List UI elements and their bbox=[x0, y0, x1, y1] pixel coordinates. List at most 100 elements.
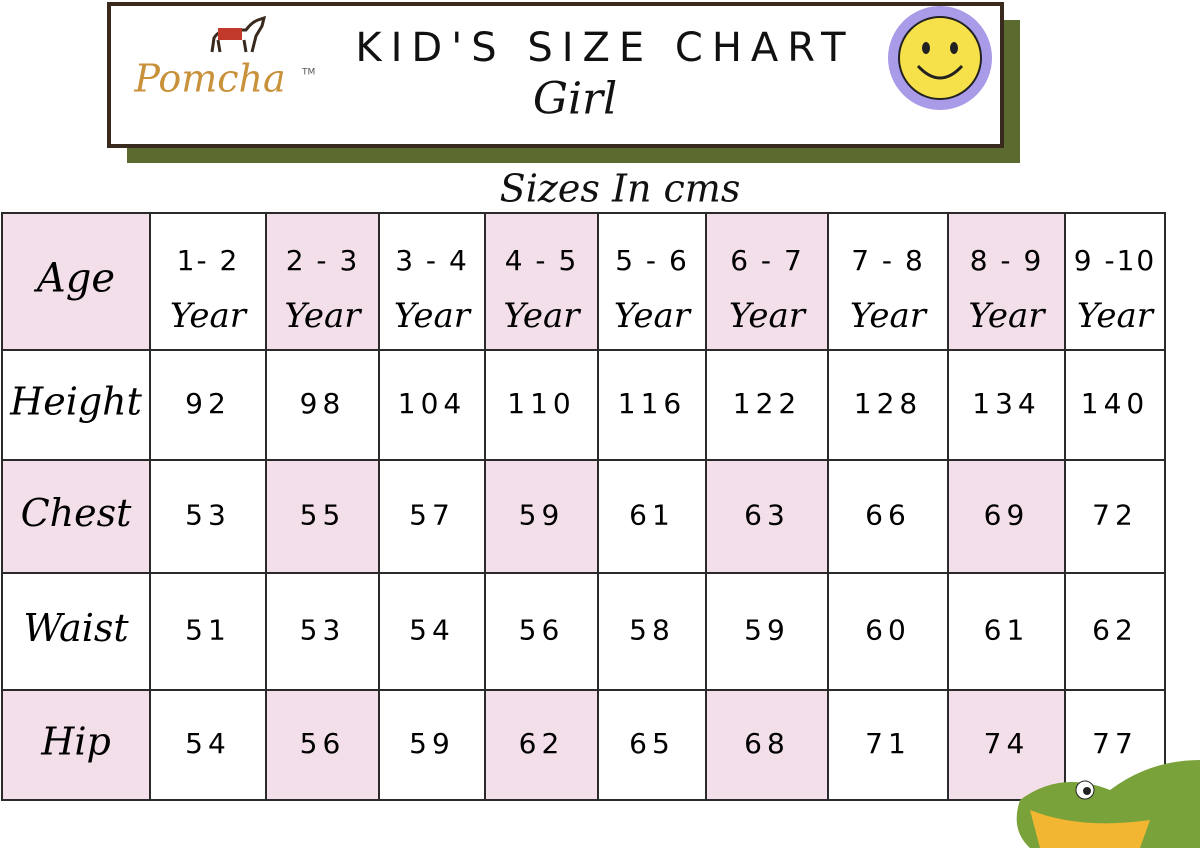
cell bbox=[484, 349, 599, 461]
cell-value: 116 bbox=[618, 387, 686, 420]
cell-value: 60 bbox=[865, 614, 911, 647]
cell bbox=[378, 212, 486, 351]
cell-value: 77 bbox=[1092, 727, 1138, 760]
column-range: 8 - 9 bbox=[970, 244, 1044, 277]
cell-value: 140 bbox=[1081, 387, 1149, 420]
cell bbox=[827, 459, 949, 574]
column-range: 3 - 4 bbox=[395, 244, 469, 277]
cell bbox=[597, 349, 707, 461]
cell-value: 56 bbox=[519, 614, 565, 647]
column-range: 2 - 3 bbox=[286, 244, 360, 277]
cell-value: 69 bbox=[984, 499, 1030, 532]
cell-value: 62 bbox=[1092, 614, 1138, 647]
column-range: 5 - 6 bbox=[615, 244, 689, 277]
cell bbox=[705, 689, 829, 801]
row-label: Chest bbox=[21, 491, 133, 535]
column-unit: Year bbox=[503, 296, 581, 336]
cell-value: 55 bbox=[300, 499, 346, 532]
cell bbox=[1064, 212, 1166, 351]
size-table: Age 1- 2 Year 2 - 3 Year 3 - 4 Year 4 - 5 Year 5 … bbox=[1, 212, 1166, 801]
column-unit: Year bbox=[284, 296, 362, 336]
cell-value: 57 bbox=[409, 499, 455, 532]
column-unit: Year bbox=[968, 296, 1046, 336]
camel-saddle bbox=[218, 28, 242, 40]
cell bbox=[1, 212, 151, 351]
cell-value: 59 bbox=[744, 614, 790, 647]
subtitle: Girl bbox=[533, 74, 617, 125]
cell-value: 65 bbox=[629, 727, 675, 760]
cell bbox=[827, 689, 949, 801]
column-unit: Year bbox=[394, 296, 472, 336]
cell-value: 68 bbox=[744, 727, 790, 760]
cell-value: 66 bbox=[865, 499, 911, 532]
column-unit: Year bbox=[614, 296, 692, 336]
cell bbox=[378, 349, 486, 461]
cell bbox=[947, 689, 1066, 801]
cell bbox=[484, 459, 599, 574]
cell-value: 122 bbox=[733, 387, 801, 420]
cell bbox=[484, 689, 599, 801]
cell bbox=[484, 212, 599, 351]
cell-value: 128 bbox=[854, 387, 922, 420]
row-label: Waist bbox=[23, 606, 129, 650]
column-unit: Year bbox=[170, 296, 248, 336]
trademark: TM bbox=[301, 68, 315, 78]
cell bbox=[378, 459, 486, 574]
cell-value: 98 bbox=[300, 387, 346, 420]
cell-value: 59 bbox=[409, 727, 455, 760]
cell bbox=[265, 572, 380, 691]
cell-value: 53 bbox=[300, 614, 346, 647]
cell bbox=[265, 689, 380, 801]
cell-value: 72 bbox=[1092, 499, 1138, 532]
cell-value: 61 bbox=[984, 614, 1030, 647]
cell bbox=[597, 689, 707, 801]
cell bbox=[149, 689, 267, 801]
column-unit: Year bbox=[729, 296, 807, 336]
cell-value: 74 bbox=[984, 727, 1030, 760]
column-range: 9 -10 bbox=[1074, 244, 1156, 277]
cell bbox=[149, 459, 267, 574]
column-unit: Year bbox=[1077, 296, 1155, 336]
brand: Pomcha bbox=[133, 57, 285, 101]
cell-value: 56 bbox=[300, 727, 346, 760]
row-label: Height bbox=[9, 380, 143, 424]
cell-value: 62 bbox=[519, 727, 565, 760]
cell bbox=[705, 572, 829, 691]
cell bbox=[265, 459, 380, 574]
cell-value: 61 bbox=[629, 499, 675, 532]
crocodile bbox=[1016, 760, 1200, 848]
cell-value: 110 bbox=[507, 387, 575, 420]
cell bbox=[705, 459, 829, 574]
cell bbox=[1, 689, 151, 801]
cell-value: 71 bbox=[865, 727, 911, 760]
column-range: 4 - 5 bbox=[505, 244, 579, 277]
smiley bbox=[888, 6, 992, 110]
cell bbox=[149, 572, 267, 691]
cell bbox=[149, 212, 267, 351]
cell-value: 59 bbox=[519, 499, 565, 532]
cell-value: 58 bbox=[629, 614, 675, 647]
cell-value: 104 bbox=[398, 387, 466, 420]
column-range: 7 - 8 bbox=[851, 244, 925, 277]
column-range: 6 - 7 bbox=[730, 244, 804, 277]
cell bbox=[1064, 349, 1166, 461]
cell-value: 92 bbox=[185, 387, 231, 420]
cell bbox=[1064, 572, 1166, 691]
cell bbox=[947, 572, 1066, 691]
camel-icon bbox=[210, 15, 267, 53]
cell bbox=[597, 572, 707, 691]
cell bbox=[705, 349, 829, 461]
cell bbox=[265, 349, 380, 461]
cell bbox=[947, 212, 1066, 351]
cell-value: 53 bbox=[185, 499, 231, 532]
cell bbox=[597, 459, 707, 574]
caption: Sizes In cms bbox=[500, 167, 741, 211]
cell bbox=[705, 212, 829, 351]
header-box bbox=[107, 2, 1004, 148]
column-unit: Year bbox=[850, 296, 928, 336]
cell bbox=[265, 212, 380, 351]
cell bbox=[827, 349, 949, 461]
cell-value: 54 bbox=[185, 727, 231, 760]
cell-value: 63 bbox=[744, 499, 790, 532]
